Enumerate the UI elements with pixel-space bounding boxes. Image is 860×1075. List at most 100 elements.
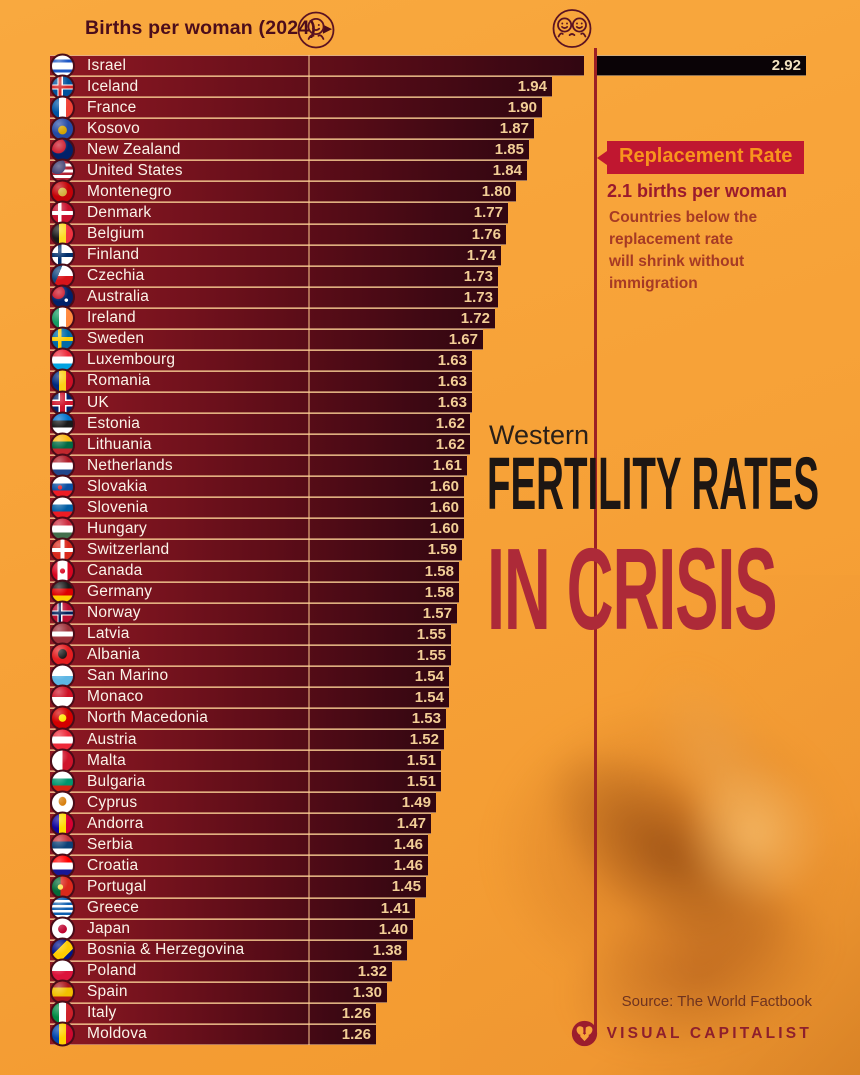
- country-row: 1.77 Denmark: [50, 200, 856, 226]
- bar: 1.63: [50, 392, 472, 414]
- value-label: 1.87: [499, 120, 529, 138]
- value-label: 1.55: [416, 646, 446, 664]
- gridline-one-birth: [308, 55, 310, 1045]
- bar: 1.26: [50, 1023, 376, 1045]
- value-label: 1.90: [507, 99, 537, 117]
- country-label: Portugal: [87, 877, 147, 895]
- bar: 1.63: [50, 370, 472, 392]
- title-line2: IN CRISIS: [487, 524, 778, 654]
- country-label: San Marino: [87, 667, 169, 685]
- bar: 1.26: [50, 1002, 376, 1024]
- hands-photo: [430, 640, 860, 1075]
- country-row: 1.45 Portugal: [50, 874, 856, 900]
- country-row: 1.52 Austria: [50, 727, 856, 753]
- bar: 1.73: [50, 265, 498, 287]
- value-label: 1.46: [393, 836, 423, 854]
- country-label: Australia: [87, 288, 150, 306]
- bar: 1.41: [50, 897, 415, 919]
- value-label: 1.26: [341, 1025, 371, 1043]
- flag-icon: [50, 705, 75, 731]
- brand-logo: VISUAL CAPITALIST: [571, 1020, 812, 1047]
- country-label: Luxembourg: [87, 351, 176, 369]
- flag-icon: [50, 558, 75, 584]
- country-label: Belgium: [87, 225, 145, 243]
- value-label: 1.52: [409, 731, 439, 749]
- flag-icon: [50, 811, 75, 837]
- bar: 1.45: [50, 876, 426, 898]
- bar: 1.76: [50, 223, 506, 245]
- country-row: Israel 2.92: [50, 53, 856, 79]
- value-label: 1.60: [429, 478, 459, 496]
- country-label: Finland: [87, 246, 140, 264]
- country-row: 1.58 Germany: [50, 579, 856, 605]
- value-label: 1.30: [352, 983, 382, 1001]
- country-row: 1.26 Moldova: [50, 1021, 856, 1047]
- flag-icon: [50, 158, 75, 184]
- value-label: 1.47: [396, 815, 426, 833]
- flag-icon: [50, 263, 75, 289]
- bar: 1.85: [50, 139, 529, 161]
- country-label: Croatia: [87, 856, 139, 874]
- country-row: 1.63 UK: [50, 390, 856, 416]
- country-row: 1.32 Poland: [50, 958, 856, 984]
- flag-icon: [50, 1000, 75, 1026]
- country-label: Latvia: [87, 625, 130, 643]
- source-note: Source: The World Factbook: [621, 993, 812, 1010]
- country-row: 1.51 Malta: [50, 748, 856, 774]
- country-label: Poland: [87, 962, 137, 980]
- country-row: 1.38 Bosnia & Herzegovina: [50, 937, 856, 963]
- country-row: 1.46 Croatia: [50, 853, 856, 879]
- value-label: 1.46: [393, 857, 423, 875]
- country-row: 1.94 Iceland: [50, 74, 856, 100]
- flag-icon: [50, 748, 75, 774]
- country-label: Malta: [87, 751, 126, 769]
- country-row: 1.40 Japan: [50, 916, 856, 942]
- bar: 1.62: [50, 413, 470, 435]
- flag-icon: [50, 305, 75, 331]
- photo-blob: [680, 760, 830, 910]
- flag-icon: [50, 642, 75, 668]
- country-label: Romania: [87, 372, 151, 390]
- flag-icon: [50, 474, 75, 500]
- country-row: 1.76 Belgium: [50, 221, 856, 247]
- country-label: Norway: [87, 604, 141, 622]
- value-label: 1.72: [460, 309, 490, 327]
- bar: 1.46: [50, 855, 428, 877]
- country-label: Austria: [87, 730, 137, 748]
- value-label: 1.58: [424, 583, 454, 601]
- value-label: 1.85: [494, 141, 524, 159]
- flag-icon: [50, 137, 75, 163]
- flag-icon: [50, 284, 75, 310]
- title-line1: FERTILITY RATES: [487, 442, 820, 525]
- country-row: 1.67 Sweden: [50, 326, 856, 352]
- country-label: Netherlands: [87, 456, 173, 474]
- country-label: Serbia: [87, 835, 134, 853]
- country-label: Ireland: [87, 309, 136, 327]
- country-row: 1.41 Greece: [50, 895, 856, 921]
- bar: 1.87: [50, 118, 534, 140]
- title-kicker: Western: [489, 420, 590, 450]
- flag-icon: [50, 916, 75, 942]
- value-label: 1.63: [437, 351, 467, 369]
- value-label: 1.58: [424, 562, 454, 580]
- bar: 1.62: [50, 434, 470, 456]
- country-label: Andorra: [87, 814, 144, 832]
- flag-icon: [50, 495, 75, 521]
- value-label: 1.63: [437, 372, 467, 390]
- country-label: Monaco: [87, 688, 144, 706]
- flag-icon: [50, 790, 75, 816]
- country-row: 1.61 Netherlands: [50, 453, 856, 479]
- flag-icon: [50, 453, 75, 479]
- country-row: 1.60 Slovakia: [50, 474, 856, 500]
- country-label: Israel: [87, 56, 127, 74]
- photo-veil: [440, 575, 860, 1075]
- country-label: Iceland: [87, 77, 139, 95]
- country-label: Slovenia: [87, 498, 149, 516]
- value-label: 1.61: [432, 457, 462, 475]
- value-label: 1.62: [435, 436, 465, 454]
- value-label: 1.49: [401, 794, 431, 812]
- country-label: New Zealand: [87, 140, 181, 158]
- flag-icon: [50, 937, 75, 963]
- value-label: 1.67: [448, 330, 478, 348]
